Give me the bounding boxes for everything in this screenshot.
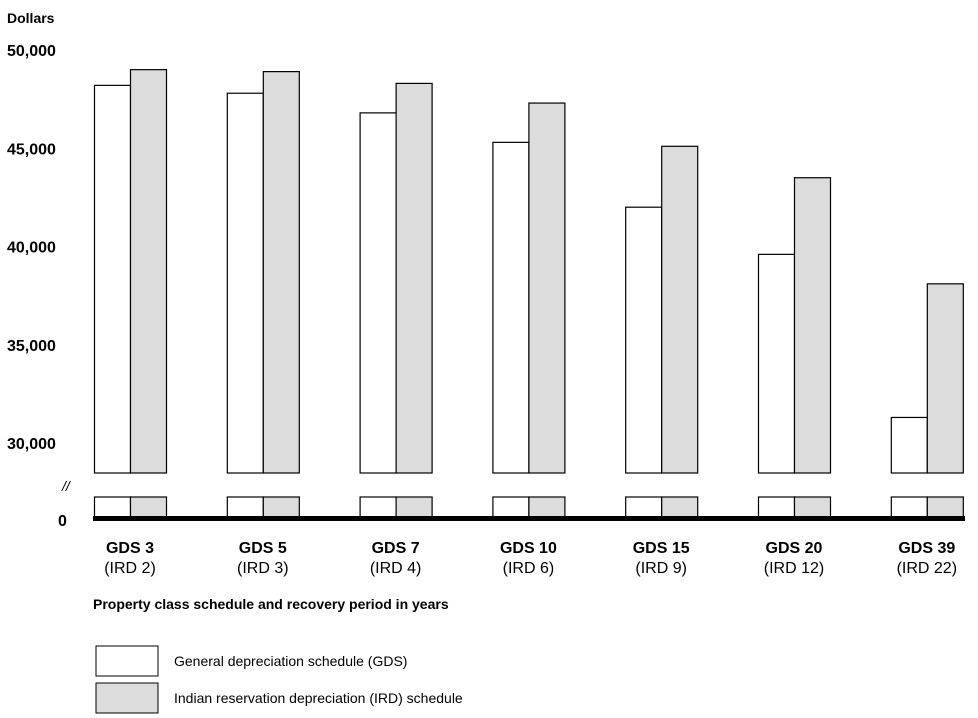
legend-swatch <box>95 682 159 714</box>
bar-gds <box>890 416 928 474</box>
bars <box>93 69 964 518</box>
bar-base-gds <box>757 496 796 518</box>
bar-ird <box>661 145 699 474</box>
bar-gds <box>625 206 663 474</box>
y-tick-label-zero: 0 <box>58 513 67 530</box>
legend-label: General depreciation schedule (GDS) <box>174 653 407 669</box>
category-sublabel: (IRD 4) <box>370 560 422 577</box>
category-sublabel: (IRD 6) <box>503 560 555 577</box>
bar-base-ird <box>661 496 699 518</box>
category-sublabel: (IRD 3) <box>237 560 289 577</box>
y-axis-label: Dollars <box>7 10 55 26</box>
bar-gds <box>93 84 132 474</box>
bar-ird <box>129 69 168 474</box>
legend-swatch <box>95 645 159 677</box>
category-labels: GDS 3 (IRD 2) GDS 5 (IRD 3) GDS 7 (IRD 4) GDS … <box>104 540 957 577</box>
y-tick-label: 35,000 <box>7 338 56 355</box>
x-axis-line <box>93 516 965 521</box>
y-tick-labels: 50,000 45,000 40,000 35,000 30,000 <box>7 43 56 453</box>
bar-ird <box>528 102 566 474</box>
bar-base-gds <box>625 496 663 518</box>
bar-base-ird <box>262 496 300 518</box>
category-label: GDS 10 <box>500 540 557 557</box>
bar-ird <box>262 71 300 474</box>
y-tick-label: 30,000 <box>7 436 56 453</box>
y-tick-label: 50,000 <box>7 43 56 60</box>
category-label: GDS 7 <box>372 540 420 557</box>
category-sublabel: (IRD 22) <box>897 560 957 577</box>
category-label: GDS 39 <box>898 540 955 557</box>
bar-ird <box>395 82 433 474</box>
category-sublabel: (IRD 2) <box>104 560 156 577</box>
y-tick-label: 45,000 <box>7 141 56 158</box>
bar-gds <box>492 141 530 474</box>
category-label: GDS 5 <box>239 540 287 557</box>
x-axis-label: Property class schedule and recovery per… <box>93 596 449 612</box>
bar-base-gds <box>359 496 397 518</box>
bar-base-gds <box>492 496 530 518</box>
category-sublabel: (IRD 9) <box>635 560 687 577</box>
legend-label: Indian reservation depreciation (IRD) sc… <box>174 690 463 706</box>
bar-base-gds <box>226 496 264 518</box>
category-label: GDS 15 <box>633 540 690 557</box>
bar-gds <box>359 112 397 474</box>
category-label: GDS 20 <box>766 540 823 557</box>
category-label: GDS 3 <box>106 540 154 557</box>
bar-gds <box>757 253 796 474</box>
legend: General depreciation schedule (GDS) India… <box>95 645 463 714</box>
bar-gds <box>226 92 264 474</box>
axis-break-mark: // <box>61 478 72 494</box>
bar-base-ird <box>528 496 566 518</box>
bar-base-ird <box>926 496 964 518</box>
bar-base-ird <box>129 496 168 518</box>
bar-base-ird <box>395 496 433 518</box>
bar-ird <box>793 177 832 474</box>
bar-base-ird <box>793 496 832 518</box>
bar-base-gds <box>93 496 132 518</box>
y-tick-label: 40,000 <box>7 240 56 257</box>
bar-ird <box>926 283 964 474</box>
bar-base-gds <box>890 496 928 518</box>
category-sublabel: (IRD 12) <box>764 560 824 577</box>
